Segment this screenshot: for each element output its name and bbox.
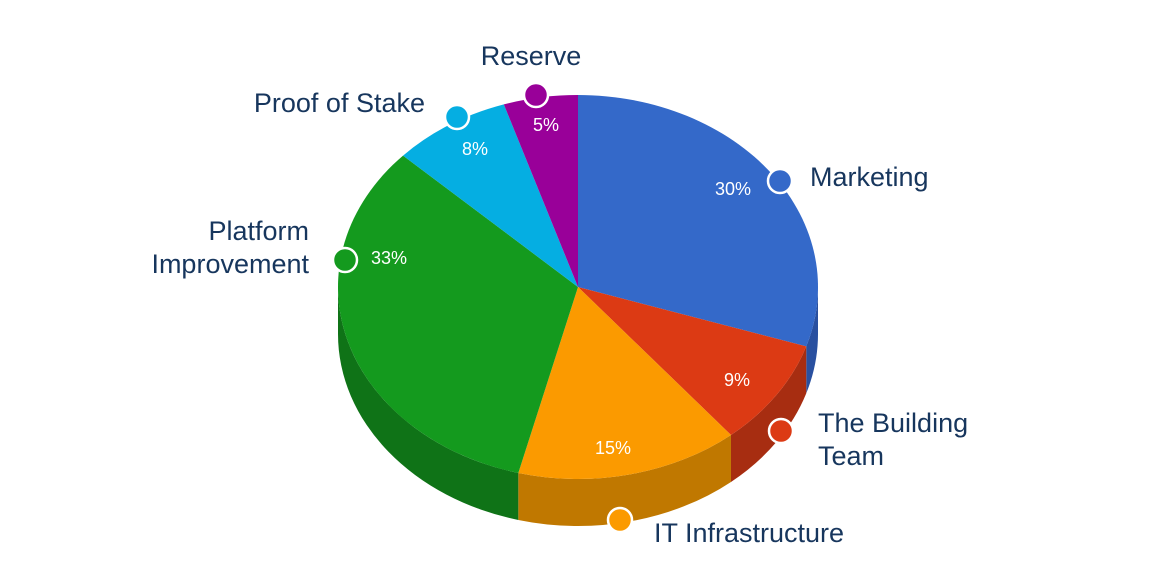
slice-the-building-team[interactable] [578, 287, 807, 435]
category-label-marketing: Marketing [810, 162, 929, 192]
slice-side-platform-improvement [338, 287, 519, 520]
slice-platform-improvement[interactable] [337, 155, 578, 473]
value-label-proof-of-stake: 8% [462, 139, 488, 159]
pie-slices [337, 95, 818, 479]
slice-it-infrastructure[interactable] [518, 287, 731, 479]
category-label-platform-improvement: Platform Improvement [151, 216, 309, 279]
slice-proof-of-stake[interactable] [403, 104, 578, 287]
value-label-platform-improvement: 33% [371, 248, 407, 268]
marker-the-building-team [767, 417, 795, 445]
category-label-it-infrastructure: IT Infrastructure [654, 518, 844, 548]
label-markers [331, 81, 795, 534]
value-label-reserve: 5% [533, 115, 559, 135]
marker-reserve [522, 81, 550, 109]
marker-platform-improvement [331, 246, 359, 274]
slice-side-it-infrastructure [518, 434, 731, 526]
value-labels: 30% 9% 15% 33% 8% 5% [371, 115, 751, 458]
value-label-marketing: 30% [715, 179, 751, 199]
pie-sides [338, 287, 818, 526]
value-label-it-infrastructure: 15% [595, 438, 631, 458]
marker-it-infrastructure [606, 506, 634, 534]
category-label-reserve: Reserve [481, 41, 582, 71]
slice-reserve[interactable] [503, 95, 578, 287]
category-labels: Marketing The Building Team IT Infrastructu… [151, 41, 968, 548]
category-label-the-building-team: The Building Team [818, 408, 968, 471]
category-label-proof-of-stake: Proof of Stake [254, 88, 425, 118]
marker-proof-of-stake [443, 103, 471, 131]
slice-side-the-building-team [730, 346, 807, 482]
slice-marketing[interactable] [578, 95, 818, 347]
value-label-the-building-team: 9% [724, 370, 750, 390]
marker-marketing [766, 167, 794, 195]
slice-side-marketing [806, 287, 818, 394]
